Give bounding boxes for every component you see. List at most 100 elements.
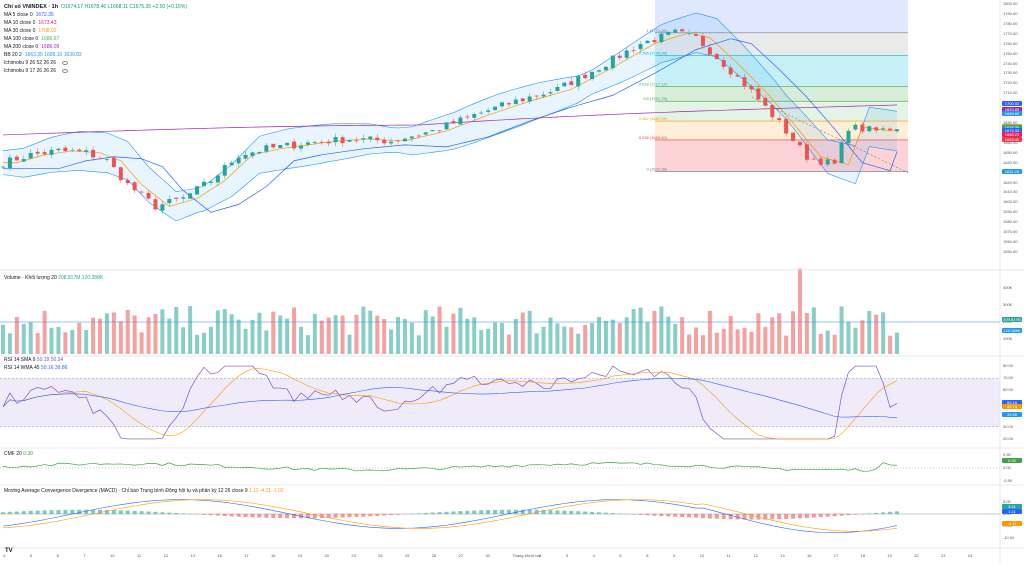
price-axis-label: 1590.00 bbox=[1003, 209, 1018, 215]
cmf-axis-label: 0.00 bbox=[1003, 465, 1011, 470]
candle-body bbox=[236, 157, 241, 164]
rsi-axis-label: 60.00 bbox=[1003, 387, 1014, 393]
macd-histogram-bar bbox=[437, 512, 442, 514]
volume-bar bbox=[132, 315, 137, 354]
time-axis-label: 5 bbox=[29, 553, 33, 558]
indicator-legend-2[interactable]: MA 30 close 0 1708.02 bbox=[4, 27, 187, 35]
macd-histogram-bar bbox=[867, 513, 872, 514]
candle-body bbox=[555, 86, 560, 91]
candle-body bbox=[437, 130, 442, 132]
cmf-pane[interactable] bbox=[0, 462, 1000, 472]
visibility-eye-icon[interactable] bbox=[61, 69, 68, 73]
time-axis-label: 4 bbox=[3, 553, 6, 558]
candle-body bbox=[111, 157, 116, 168]
volume-bar bbox=[486, 328, 491, 354]
candle-body bbox=[347, 139, 352, 142]
main-price-pane[interactable]: 1 (1771.28) 0.786 (1748.06) 0.618 (1717.12… bbox=[1, 0, 909, 222]
candle-body bbox=[104, 159, 109, 160]
time-axis-label: 9 bbox=[673, 553, 676, 558]
price-badge: 1668.23 bbox=[1002, 132, 1022, 138]
macd-histogram-bar bbox=[160, 512, 165, 514]
candle-body bbox=[77, 149, 82, 152]
time-axis-label: 16 bbox=[217, 553, 222, 558]
macd-histogram-bar bbox=[229, 514, 234, 517]
indicator-legend-4[interactable]: MA 200 close 0 1686.09 bbox=[4, 43, 187, 51]
volume-bar bbox=[631, 309, 636, 354]
volume-bar bbox=[534, 333, 539, 354]
macd-histogram-bar bbox=[590, 511, 595, 514]
volume-bar bbox=[493, 322, 498, 354]
time-axis-label: 18 bbox=[860, 553, 866, 558]
candle-body bbox=[465, 116, 470, 118]
price-axis-label: 1610.00 bbox=[1003, 189, 1018, 195]
macd-histogram-bar bbox=[423, 512, 428, 514]
rsi-pane[interactable] bbox=[0, 365, 1000, 440]
macd-badge: -4.11 bbox=[1002, 521, 1022, 527]
macd-histogram-bar bbox=[763, 514, 768, 520]
indicator-label: MA 30 close 0 bbox=[4, 28, 36, 34]
time-axis-label: 12 bbox=[753, 553, 758, 558]
macd-histogram-bar bbox=[340, 514, 345, 518]
macd-histogram-bar bbox=[721, 514, 726, 520]
volume-bar bbox=[645, 322, 650, 354]
candle-body bbox=[513, 99, 518, 104]
ohlc-readout: O1674.17 H1678.46 L1668.11 C1675.35 +2.5… bbox=[61, 4, 187, 10]
macd-histogram-bar bbox=[846, 514, 851, 516]
volume-bar bbox=[520, 312, 525, 354]
macd-histogram-bar bbox=[728, 514, 733, 520]
macd-histogram-bar bbox=[132, 510, 137, 514]
volume-bar bbox=[42, 310, 47, 354]
macd-histogram-bar bbox=[243, 514, 248, 518]
visibility-eye-icon[interactable] bbox=[61, 61, 68, 65]
candle-body bbox=[520, 98, 525, 102]
volume-label[interactable]: Volume · Khối lượng 20 bbox=[4, 275, 57, 281]
volume-bar bbox=[1, 324, 5, 354]
macd-histogram-bar bbox=[389, 514, 394, 516]
indicator-legend-7[interactable]: Ichimoku 9 17 26 26 26 bbox=[4, 67, 187, 75]
symbol-title[interactable]: Chỉ số VNINDEX · 1h bbox=[4, 4, 59, 10]
indicator-legend-6[interactable]: Ichimoku 9 26 52 26 26 bbox=[4, 59, 187, 67]
rsi-label[interactable]: RSI 14 SMA 9 bbox=[4, 357, 36, 363]
rsi-axis-label: 20.00 bbox=[1003, 435, 1014, 441]
macd-histogram-bar bbox=[35, 510, 40, 514]
macd-histogram-bar bbox=[333, 514, 338, 518]
indicator-legend-1[interactable]: MA 10 close 0 1673.43 bbox=[4, 19, 187, 27]
rsi-badge: 46.74 bbox=[1002, 403, 1022, 409]
volume-bar bbox=[21, 323, 26, 354]
macd-histogram-bar bbox=[465, 510, 470, 514]
indicator-legend-3[interactable]: MA 100 close 0 1686.67 bbox=[4, 35, 187, 43]
rsi-legend: RSI 14 SMA 9 50.18 50.34 bbox=[4, 356, 63, 364]
cmf-label[interactable]: CMF 20 bbox=[4, 451, 22, 457]
volume-bar bbox=[506, 334, 511, 354]
indicator-legend-5[interactable]: BB 20 2 1663.35 1686.10 1630.82 bbox=[4, 51, 187, 59]
time-axis-label: 11 bbox=[137, 553, 142, 558]
macd-label[interactable]: Moving Average Convergence Divergence (M… bbox=[4, 488, 248, 494]
macd-histogram-bar bbox=[666, 514, 671, 517]
time-axis-label: 6 bbox=[56, 553, 59, 558]
volume-bar bbox=[416, 335, 421, 354]
volume-bar bbox=[784, 335, 789, 354]
volume-bar bbox=[160, 309, 165, 354]
macd-histogram-bar bbox=[292, 514, 297, 519]
macd-histogram-bar bbox=[14, 511, 19, 514]
indicator-legend-0[interactable]: MA 5 close 0 1672.35 bbox=[4, 11, 187, 19]
macd-pane[interactable] bbox=[0, 499, 1000, 534]
candle-body bbox=[118, 167, 123, 181]
volume-bar bbox=[299, 326, 303, 354]
candle-body bbox=[687, 32, 692, 34]
ma-100-line bbox=[3, 38, 898, 213]
volume-bar bbox=[409, 322, 414, 354]
candle-body bbox=[125, 180, 130, 184]
macd-histogram-bar bbox=[77, 509, 82, 514]
macd-histogram-bar bbox=[479, 510, 484, 514]
candle-body bbox=[617, 55, 622, 58]
candle-body bbox=[895, 129, 899, 132]
ma-200-line bbox=[2, 104, 898, 136]
tradingview-logo[interactable]: TV bbox=[5, 548, 13, 554]
macd-histogram-bar bbox=[347, 514, 352, 518]
volume-pane[interactable] bbox=[0, 268, 1000, 354]
rsi-wma-label[interactable]: RSI 14 WMA 45 bbox=[4, 365, 40, 371]
macd-histogram-bar bbox=[444, 511, 449, 514]
